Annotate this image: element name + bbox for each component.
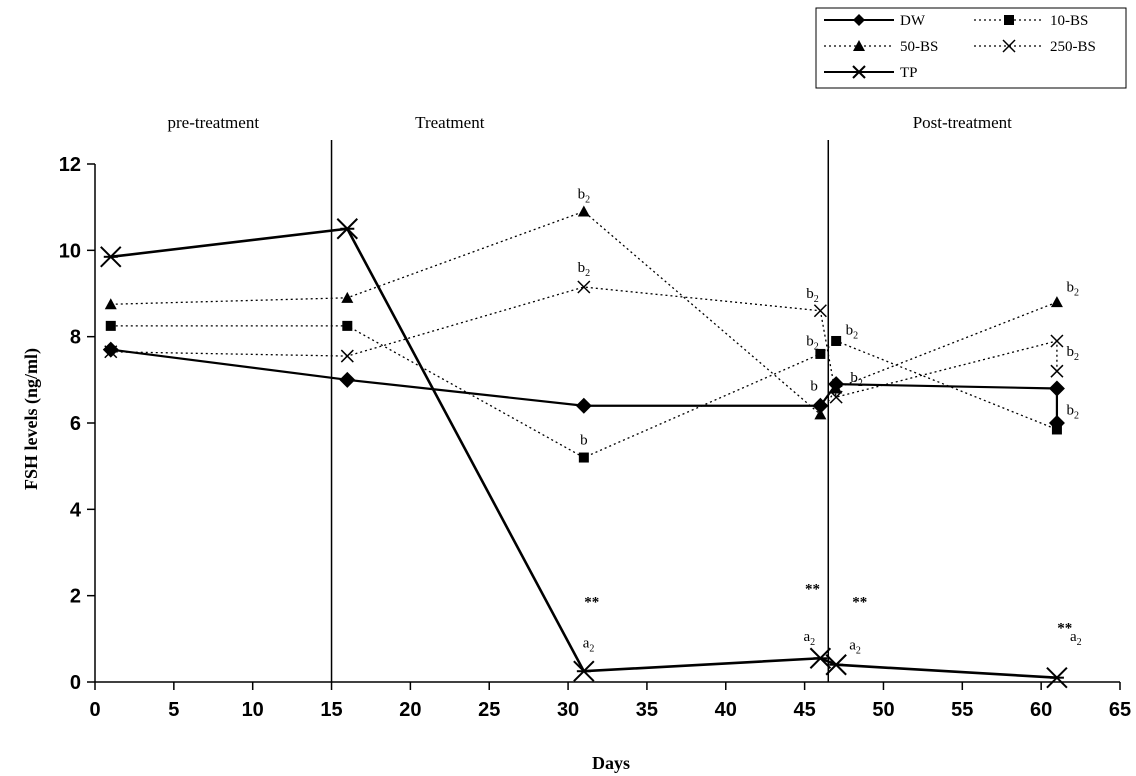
asterisk-marker	[100, 246, 122, 268]
significance-letter: a2	[583, 635, 595, 654]
asterisk-marker	[573, 660, 595, 682]
significance-letter: a2	[849, 638, 861, 657]
square-marker	[1004, 15, 1014, 25]
significance-letter: a2	[804, 629, 816, 648]
x-tick-label: 15	[320, 699, 342, 721]
significance-letter: b2	[806, 333, 819, 352]
diamond-marker	[1048, 380, 1065, 397]
asterisk-marker	[336, 218, 359, 240]
x-tick-label: 25	[478, 699, 500, 721]
y-tick-label: 10	[59, 240, 81, 262]
x-marker	[1050, 334, 1064, 348]
x-tick-label: 40	[715, 699, 737, 721]
legend-label: TP	[900, 65, 918, 81]
x-tick-label: 10	[242, 699, 264, 721]
significance-letter: b2	[1066, 402, 1079, 421]
y-tick-label: 2	[70, 586, 81, 608]
x-tick-label: 30	[557, 699, 579, 721]
significance-letter: b2	[846, 323, 859, 342]
y-tick-label: 12	[59, 154, 81, 176]
x-axis-label: Days	[592, 753, 630, 773]
phase-label: Post-treatment	[913, 113, 1012, 132]
x-tick-label: 50	[872, 699, 894, 721]
significance-stars: **	[805, 582, 820, 598]
x-tick-label: 20	[399, 699, 421, 721]
legend-label: 50-BS	[900, 39, 938, 55]
x-marker	[340, 349, 354, 363]
asterisk-marker	[809, 647, 832, 669]
significance-letter: b2	[578, 260, 591, 279]
y-tick-label: 6	[70, 413, 81, 435]
triangle-marker	[814, 408, 827, 420]
x-marker	[829, 390, 843, 404]
square-marker	[815, 348, 826, 359]
x-tick-label: 60	[1030, 699, 1052, 721]
asterisk-marker	[852, 65, 866, 79]
triangle-marker	[830, 382, 843, 394]
series-line-10-bs	[110, 325, 1058, 459]
series-line-250-bs	[110, 286, 1058, 398]
significance-stars: **	[584, 594, 599, 610]
significance-stars: **	[852, 594, 867, 610]
x-tick-label: 0	[89, 699, 100, 721]
triangle-marker	[853, 40, 865, 51]
triangle-marker	[577, 205, 590, 217]
significance-letter: b2	[1066, 344, 1079, 363]
triangle-marker	[1050, 296, 1063, 308]
x-tick-label: 5	[168, 699, 179, 721]
significance-letter: b2	[850, 370, 863, 389]
square-marker	[578, 452, 589, 463]
diamond-marker	[102, 341, 119, 358]
y-tick-label: 8	[70, 327, 81, 349]
asterisk-marker	[825, 654, 847, 676]
legend-label: DW	[900, 13, 926, 29]
x-marker	[577, 280, 591, 294]
triangle-marker	[104, 298, 117, 310]
axes: 0 2 4 6 8 10 12 0 5 10 15 20 25 30 35 40 45 50 55 60 65	[59, 154, 1131, 721]
significance-letter: a2	[1070, 629, 1082, 648]
y-tick-label: 0	[70, 672, 81, 694]
x-marker	[1002, 39, 1016, 53]
significance-stars: **	[1057, 620, 1072, 636]
y-axis-label: FSH levels (ng/ml)	[21, 348, 42, 490]
series-line-50-bs	[110, 210, 1058, 416]
x-tick-label: 55	[951, 699, 973, 721]
significance-letter: b2	[578, 187, 591, 206]
diamond-marker	[339, 371, 356, 388]
asterisk-marker	[1046, 666, 1068, 689]
legend-box	[815, 7, 1127, 89]
legend: DW 10-BS 50-BS 250-BS TP	[815, 7, 1127, 89]
diamond-marker	[812, 397, 829, 414]
x-tick-label: 35	[636, 699, 658, 721]
phase-label: pre-treatment	[167, 113, 259, 132]
diamond-marker	[853, 14, 865, 26]
x-tick-label: 45	[793, 699, 815, 721]
legend-label: 250-BS	[1050, 39, 1096, 55]
significance-letter: b	[810, 379, 818, 395]
triangle-marker	[341, 291, 354, 303]
significance-letter: b	[580, 433, 588, 449]
significance-letter: b2	[806, 286, 819, 305]
square-marker	[1051, 424, 1062, 435]
x-marker	[813, 304, 827, 318]
square-marker	[105, 320, 116, 331]
x-tick-label: 65	[1109, 699, 1131, 721]
x-marker	[1050, 364, 1064, 378]
significance-letter: b2	[1066, 279, 1079, 298]
square-marker	[831, 335, 842, 346]
phase-label: Treatment	[415, 113, 485, 132]
y-tick-label: 4	[70, 499, 82, 521]
x-marker	[104, 345, 118, 359]
diamond-marker	[575, 397, 592, 414]
legend-label: 10-BS	[1050, 13, 1088, 29]
square-marker	[342, 320, 353, 331]
series-line-tp	[110, 227, 1057, 679]
